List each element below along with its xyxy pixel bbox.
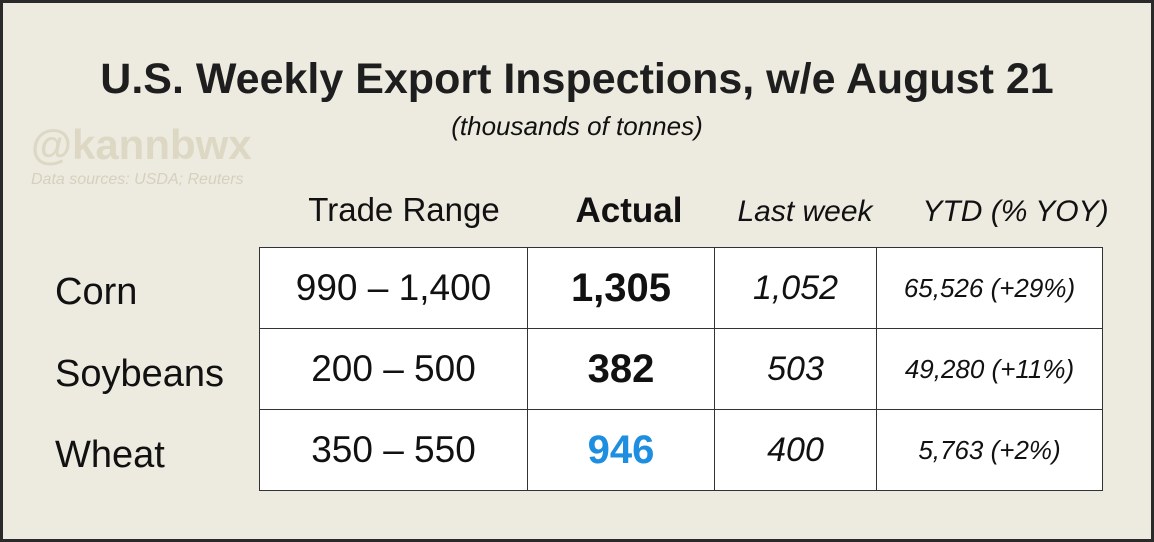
- actual: 382: [527, 328, 715, 410]
- table-row: 200 – 500 382 503 49,280 (+11%): [259, 328, 1103, 410]
- trade-range: 990 – 1,400: [259, 247, 528, 329]
- sources: Data sources: USDA; Reuters: [31, 171, 244, 188]
- subtitle: (thousands of tonnes): [451, 111, 703, 141]
- row-label: Wheat: [55, 434, 165, 476]
- ytd: 65,526 (+29%): [876, 247, 1103, 329]
- trade-range: 200 – 500: [259, 328, 528, 410]
- column-header: Last week: [737, 195, 873, 228]
- data-table: 990 – 1,400 1,305 1,052 65,526 (+29%) 20…: [259, 247, 1103, 491]
- table-row: 990 – 1,400 1,305 1,052 65,526 (+29%): [259, 247, 1103, 329]
- column-header: Actual: [575, 191, 683, 230]
- trade-range: 350 – 550: [259, 409, 528, 491]
- row-label: Soybeans: [55, 353, 225, 395]
- table-row: 350 – 550 946 400 5,763 (+2%): [259, 409, 1103, 491]
- ytd: 49,280 (+11%): [876, 328, 1103, 410]
- title: U.S. Weekly Export Inspections, w/e Augu…: [100, 55, 1054, 103]
- last-week: 400: [714, 409, 877, 491]
- actual: 946: [527, 409, 715, 491]
- column-header: YTD (% YOY): [922, 195, 1109, 228]
- last-week: 1,052: [714, 247, 877, 329]
- watermark: @kannbwx: [31, 121, 252, 168]
- column-header: Trade Range: [308, 191, 500, 228]
- last-week: 503: [714, 328, 877, 410]
- ytd: 5,763 (+2%): [876, 409, 1103, 491]
- actual: 1,305: [527, 247, 715, 329]
- row-label: Corn: [55, 271, 138, 313]
